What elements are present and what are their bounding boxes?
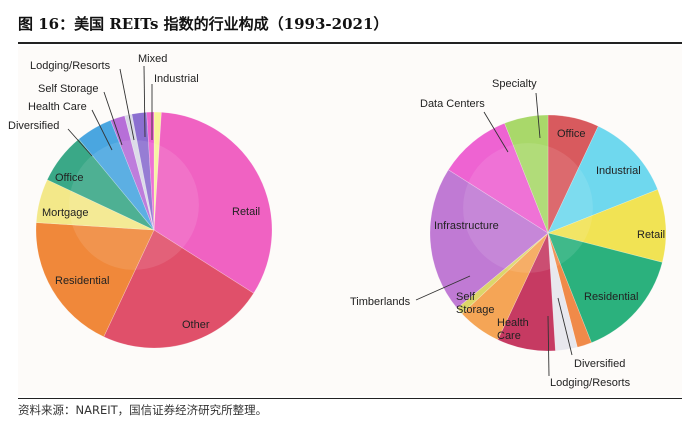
slice-1993-industrial xyxy=(153,111,162,231)
label-1993-health-care: Health Care xyxy=(28,101,87,113)
slice-2021-diversified xyxy=(547,232,592,348)
slice-1993-mixed xyxy=(146,111,155,231)
pie-highlight xyxy=(69,140,199,270)
leader-line-1993-health-care xyxy=(91,109,113,151)
title-rule xyxy=(18,42,682,44)
label-2021-retail: Retail xyxy=(637,229,665,241)
source-note: 资料来源：NAREIT，国信证券经济研究所整理。 xyxy=(18,403,268,417)
slice-2021-industrial xyxy=(547,125,659,234)
label-1993-other: Other xyxy=(182,319,210,331)
figure-title: 图 16：美国 REITs 指数的行业构成（1993-2021） xyxy=(18,14,389,33)
leader-line-1993-lodging-resorts xyxy=(119,68,135,141)
pie-2021 xyxy=(429,114,667,352)
label-2021-self-storage: Self Storage xyxy=(456,291,495,316)
label-2021-lodging-resorts: Lodging/Resorts xyxy=(550,377,631,389)
label-1993-lodging-resorts: Lodging/Resorts xyxy=(30,60,111,72)
slice-2021-timberlands xyxy=(456,232,549,315)
label-1993-self-storage: Self Storage xyxy=(38,83,99,95)
leader-line-2021-data-centers xyxy=(483,111,509,153)
slice-1993-self-storage xyxy=(124,113,155,231)
label-2021-data-centers: Data Centers xyxy=(420,98,485,110)
label-2021-timberlands: Timberlands xyxy=(350,296,411,308)
label-1993-industrial: Industrial xyxy=(154,73,199,85)
leader-line-2021-timberlands xyxy=(415,275,471,301)
slice-1993-office xyxy=(46,138,155,231)
slice-2021-lodging-resorts xyxy=(547,232,578,352)
label-2021-health-care: Health Care xyxy=(497,317,529,342)
slice-2021-residential xyxy=(547,232,663,344)
pie-1993 xyxy=(35,111,273,349)
label-2021-diversified: Diversified xyxy=(574,358,625,370)
slice-1993-residential xyxy=(35,222,155,338)
label-2021-specialty: Specialty xyxy=(492,78,537,90)
label-1993-retail: Retail xyxy=(232,206,260,218)
slice-2021-health-care xyxy=(497,232,556,352)
label-1993-mortgage: Mortgage xyxy=(42,207,88,219)
pie-highlight xyxy=(463,143,593,273)
label-2021-residential: Residential xyxy=(584,291,638,303)
bottom-rule xyxy=(18,398,682,399)
slice-1993-lodging-resorts xyxy=(131,111,155,231)
slice-1993-mortgage xyxy=(35,179,155,231)
label-2021-infrastructure: Infrastructure xyxy=(434,220,499,232)
label-2021-office: Office xyxy=(557,128,586,140)
leader-line-1993-mixed xyxy=(143,65,146,138)
leader-line-2021-specialty xyxy=(535,92,541,139)
label-1993-diversified: Diversified xyxy=(8,120,59,132)
label-1993-residential: Residential xyxy=(55,275,109,287)
slice-2021-specialty xyxy=(504,114,549,234)
slice-2021-data-centers xyxy=(447,122,549,234)
slice-1993-retail xyxy=(153,111,273,294)
slice-1993-diversified xyxy=(78,119,155,231)
label-1993-mixed: Mixed xyxy=(138,53,167,65)
slice-1993-other xyxy=(103,229,255,349)
slice-2021-self-storage xyxy=(461,232,549,341)
leader-line-2021-diversified xyxy=(557,297,573,356)
slice-2021-infrastructure xyxy=(429,169,549,309)
label-1993-office: Office xyxy=(55,172,84,184)
leader-line-1993-diversified xyxy=(67,128,93,157)
leader-line-1993-self-storage xyxy=(103,91,123,146)
slice-2021-retail xyxy=(547,189,667,263)
slice-2021-office xyxy=(547,114,599,234)
leader-line-2021-lodging-resorts xyxy=(547,315,550,377)
label-2021-industrial: Industrial xyxy=(596,165,641,177)
